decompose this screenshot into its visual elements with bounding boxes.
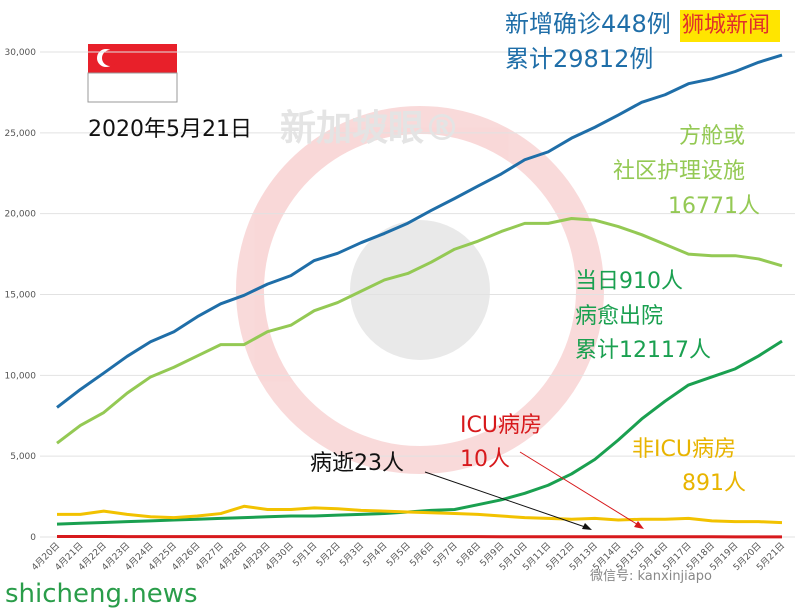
annotation: 非ICU病房: [632, 437, 736, 462]
y-tick-label: 15,000: [5, 291, 37, 301]
annotation: 2020年5月21日: [88, 117, 252, 142]
annotation: 累计29812例: [505, 45, 653, 73]
x-tick-label: 5月6日: [408, 540, 437, 569]
annotation: 狮城新闻: [682, 13, 770, 38]
y-tick-label: 30,000: [5, 48, 37, 58]
arrow-head: [634, 521, 644, 529]
arrow-head: [582, 523, 592, 530]
annotation: 16771人: [668, 194, 760, 219]
y-tick-label: 20,000: [5, 210, 37, 220]
annotation: 方舱或: [679, 124, 745, 149]
x-tick-label: 5月5日: [384, 540, 413, 569]
annotation: 891人: [682, 471, 746, 496]
x-tick-label: 5月1日: [291, 540, 320, 569]
x-tick-label: 5月7日: [431, 540, 460, 569]
y-tick-label: 10,000: [5, 371, 37, 381]
annotation: 新加坡眼®: [280, 108, 460, 149]
line: [57, 504, 783, 525]
watermark: [236, 106, 604, 474]
annotation: 社区护理设施: [613, 159, 745, 184]
annotation: shicheng.news: [5, 579, 198, 609]
annotation: 新增确诊448例: [505, 10, 671, 38]
annotation: 病愈出院: [575, 304, 663, 329]
annotation: 病逝23人: [310, 451, 404, 476]
annotation: ICU病房: [460, 413, 542, 438]
annotation: 累计12117人: [575, 338, 711, 363]
annotation: 当日910人: [575, 269, 683, 294]
y-tick-label: 0: [30, 533, 36, 543]
tag-bg: [680, 10, 780, 42]
arrow: [519, 451, 641, 527]
arrow: [424, 471, 589, 529]
line: [56, 339, 783, 526]
x-tick-label: 5月3日: [338, 540, 367, 569]
y-tick-label: 5,000: [10, 452, 36, 462]
flag: [87, 44, 178, 103]
line: [56, 217, 783, 445]
x-tick-label: 5月4日: [361, 540, 390, 569]
line: [56, 53, 783, 409]
y-tick-label: 25,000: [5, 129, 37, 139]
annotation: 微信号: kanxinjiapo: [590, 569, 712, 584]
annotation: 10人: [460, 447, 510, 472]
x-tick-label: 5月8日: [454, 540, 483, 569]
x-tick-label: 5月2日: [314, 540, 343, 569]
